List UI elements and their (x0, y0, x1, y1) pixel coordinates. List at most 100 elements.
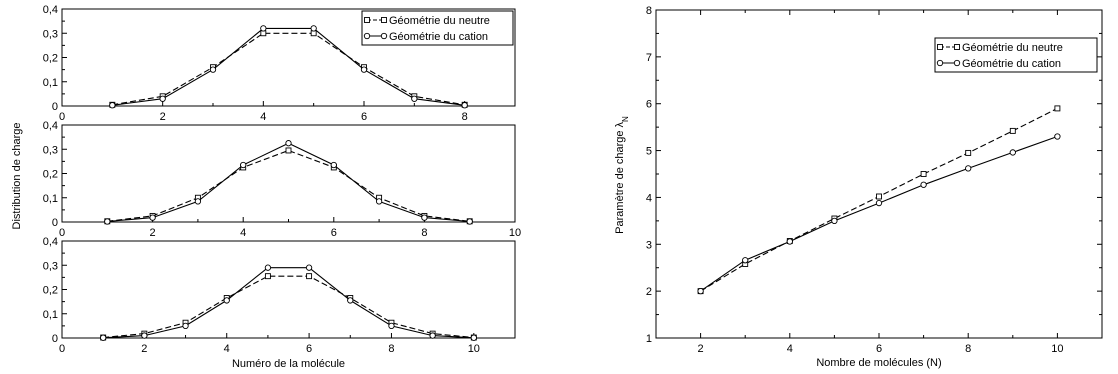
y-tick-label: 0,1 (43, 77, 58, 89)
x-tick-label: 0 (59, 343, 65, 355)
legend-marker-square (937, 44, 943, 50)
data-point-circle (223, 297, 230, 304)
legend: Géométrie du neutre Géométrie du cation (361, 10, 514, 46)
x-tick-label: 6 (331, 227, 337, 239)
data-point-circle (461, 102, 468, 109)
series-cation (100, 264, 477, 341)
x-tick-label: 2 (698, 343, 704, 355)
data-point-circle (330, 161, 337, 169)
data-point-circle (310, 25, 317, 32)
data-point-circle (875, 199, 883, 207)
legend-marker-circle (380, 32, 388, 40)
series-line (103, 267, 474, 339)
data-point-circle (429, 332, 436, 339)
y-tick-label: 0 (52, 101, 58, 113)
x-tick-label: 10 (1051, 343, 1063, 355)
data-point-circle (240, 161, 247, 169)
data-point-circle (159, 95, 166, 102)
series-neutre (697, 105, 1061, 295)
legend-marker-square (381, 17, 387, 23)
x-tick-label: 4 (260, 111, 266, 123)
x-tick-label: 10 (468, 343, 480, 355)
y-tick-label: 0,3 (43, 260, 58, 272)
series-line (107, 142, 470, 223)
data-point-circle (697, 287, 704, 295)
y-tick-label: 8 (646, 5, 652, 17)
y-tick-label: 0,4 (43, 120, 58, 132)
data-point-circle (411, 95, 418, 102)
x-tick-label: 6 (876, 343, 882, 355)
x-tick-label: 4 (787, 343, 793, 355)
y-axis-label: Distribution de charge (11, 122, 23, 229)
plot-frame (61, 240, 516, 339)
data-point-circle (149, 214, 156, 221)
x-tick-label: 0 (59, 227, 65, 239)
data-point-circle (965, 165, 972, 172)
series-neutre (104, 147, 473, 225)
y-tick-label: 0 (52, 333, 58, 345)
series-line (112, 27, 465, 106)
data-point-square (1009, 127, 1016, 134)
series-cation (697, 133, 1061, 295)
data-point-circle (104, 218, 111, 225)
subplot-4: 1 2 3 4 5 6 7 8 2 4 6 8 10 Nombre de molécules (N) Par… (614, 5, 1103, 369)
data-point-circle (1054, 133, 1061, 140)
data-point-circle (742, 257, 749, 264)
data-point-square (264, 273, 271, 280)
y-tick-label: 5 (646, 146, 652, 158)
x-tick-label: 2 (160, 111, 166, 123)
data-point-circle (305, 264, 313, 271)
data-point-circle (264, 264, 272, 271)
data-point-circle (421, 214, 428, 221)
data-point-circle (388, 322, 395, 330)
y-tick-label: 0,4 (43, 236, 58, 248)
x-tick-label: 4 (224, 343, 230, 355)
legend-marker-circle (953, 59, 961, 67)
legend-marker-square (954, 44, 960, 50)
legend-box (934, 37, 1098, 73)
data-point-circle (260, 25, 267, 32)
y-tick-label: 0,1 (43, 193, 58, 205)
data-point-circle (194, 198, 202, 205)
plot-frame (61, 124, 516, 223)
data-point-circle (182, 322, 189, 330)
x-tick-label: 2 (141, 343, 147, 355)
x-axis-label: Numéro de la molécule (232, 358, 345, 370)
y-tick-label: 2 (646, 286, 652, 298)
data-point-circle (470, 334, 477, 341)
y-axis-label: Paramètre de charge λN (614, 116, 630, 234)
legend-box (361, 10, 514, 46)
series-line (112, 32, 465, 106)
legend-label: Géométrie du neutre (962, 42, 1063, 54)
data-point-circle (109, 102, 116, 109)
x-tick-label: 10 (509, 227, 521, 239)
data-point-circle (347, 297, 354, 304)
data-point-square (920, 171, 927, 177)
x-tick-label: 8 (421, 227, 427, 239)
data-point-square (285, 147, 292, 154)
y-tick-label: 3 (646, 239, 652, 251)
data-point-circle (831, 217, 838, 225)
data-point-circle (141, 332, 148, 339)
y-tick-label: 0,4 (43, 4, 58, 16)
legend-marker-circle (363, 32, 371, 40)
y-tick-label: 1 (646, 333, 652, 345)
series-cation (109, 25, 468, 109)
subplot-2: 0 0,1 0,2 0,3 0,4 0 2 4 6 8 10 Distribution de char… (11, 120, 521, 239)
legend-label: Géométrie du neutre (389, 15, 490, 27)
data-point-square (1054, 105, 1061, 112)
x-tick-label: 8 (965, 343, 971, 355)
legend-marker-square (364, 17, 370, 23)
y-tick-label: 0,2 (43, 53, 58, 65)
data-point-circle (1009, 149, 1016, 156)
y-tick-label: 6 (646, 99, 652, 111)
data-point-square (876, 193, 882, 200)
x-tick-label: 2 (150, 227, 156, 239)
x-tick-label: 6 (306, 343, 312, 355)
y-tick-label: 0,3 (43, 28, 58, 40)
y-tick-label: 0 (52, 217, 58, 229)
y-tick-label: 0,1 (43, 309, 58, 321)
data-point-circle (375, 198, 383, 205)
data-point-circle (920, 181, 927, 188)
data-point-square (965, 149, 972, 156)
